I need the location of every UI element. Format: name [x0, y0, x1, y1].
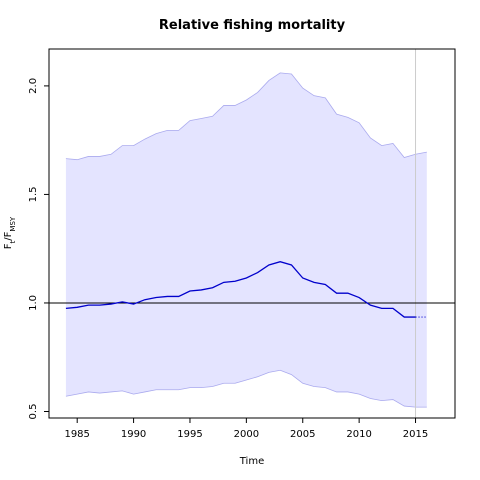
x-tick-label: 1985: [64, 429, 89, 440]
plot-area: [49, 49, 455, 418]
y-tick-label: 2.0: [28, 78, 39, 94]
y-axis-label-sub1: t: [9, 240, 17, 243]
upper-bound-line: [65, 72, 427, 161]
y-tick-label: 0.5: [28, 404, 39, 420]
y-axis-label-main: F: [3, 243, 14, 249]
x-axis-label: Time: [239, 456, 264, 467]
y-axis-label-slash: /F: [3, 231, 14, 240]
y-axis-label: Ft/FMSY: [3, 216, 17, 249]
y-tick-label: 1.5: [28, 186, 39, 202]
x-axis: 1985 1990 1995 2000 2005 2010 2015: [64, 418, 428, 440]
chart-title: Relative fishing mortality: [159, 18, 346, 33]
x-tick-label: 2015: [403, 429, 428, 440]
estimate-line: [65, 261, 416, 318]
confidence-band: [65, 72, 427, 408]
x-tick-label: 2010: [346, 429, 371, 440]
plot-frame: [48, 48, 456, 419]
x-tick-label: 2000: [234, 429, 259, 440]
x-tick-label: 1990: [121, 429, 146, 440]
y-axis: 0.5 1.0 1.5 2.0: [28, 78, 49, 419]
x-tick-label: 1995: [177, 429, 202, 440]
x-tick-label: 2005: [290, 429, 315, 440]
y-tick-label: 1.0: [28, 295, 39, 311]
lower-bound-line: [65, 369, 427, 408]
y-axis-label-sub2: MSY: [9, 216, 17, 231]
